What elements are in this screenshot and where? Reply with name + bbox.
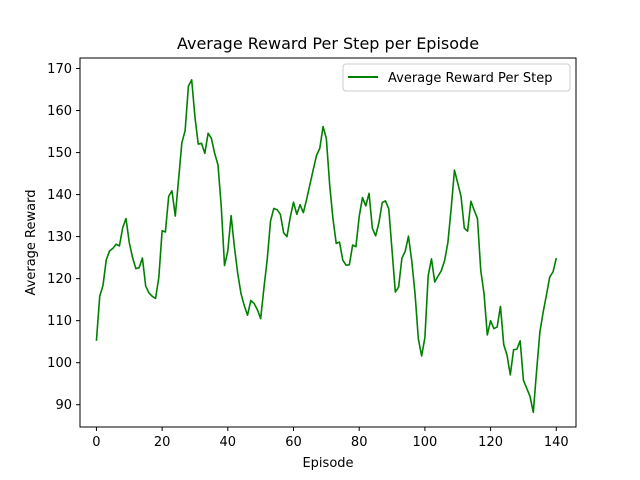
y-tick-label: 170 (47, 62, 72, 77)
y-axis: 90 100 110 120 130 140 150 160 170 (47, 62, 80, 413)
x-tick-label: 40 (220, 435, 237, 450)
legend-label: Average Reward Per Step (388, 71, 553, 86)
y-tick-label: 130 (47, 230, 72, 245)
plot-area (95, 79, 558, 414)
x-tick-label: 80 (351, 435, 368, 450)
legend: Average Reward Per Step (342, 63, 571, 92)
x-tick-label: 0 (92, 435, 100, 450)
x-tick-label: 20 (154, 435, 171, 450)
y-tick-label: 110 (47, 314, 72, 329)
x-axis-label: Episode (302, 456, 353, 471)
x-tick-label: 140 (544, 435, 569, 450)
y-tick-label: 90 (55, 398, 72, 413)
x-tick-label: 60 (285, 435, 302, 450)
y-tick-label: 150 (47, 146, 72, 161)
x-tick-label: 100 (412, 435, 437, 450)
axes-frame (79, 57, 577, 428)
y-axis-label: Average Reward (24, 190, 39, 296)
y-tick-label: 120 (47, 272, 72, 287)
series-line-0 (95, 79, 558, 414)
y-tick-label: 160 (47, 104, 72, 119)
legend-box (342, 63, 571, 92)
x-axis: 0 20 40 60 80 100 120 140 (92, 427, 569, 450)
chart-title: Average Reward Per Step per Episode (177, 34, 479, 53)
y-tick-label: 100 (47, 356, 72, 371)
x-tick-label: 120 (478, 435, 503, 450)
y-tick-label: 140 (47, 188, 72, 203)
